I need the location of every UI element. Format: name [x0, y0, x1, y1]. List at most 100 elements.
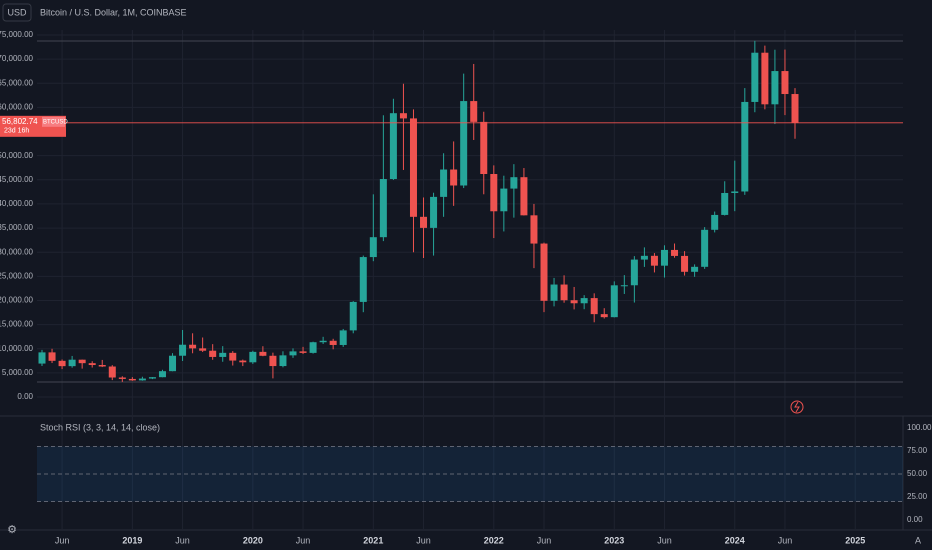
candle-body	[239, 360, 247, 363]
candle-body	[500, 188, 508, 212]
x-tick-label: 2021	[363, 535, 383, 545]
y-tick-label: 0.00	[17, 392, 33, 401]
candle-body	[349, 301, 357, 331]
x-tick-label: Jun	[416, 535, 431, 545]
candle-body	[570, 300, 578, 304]
candle-body	[791, 94, 799, 123]
y-tick-label: 70,000.00	[0, 54, 34, 63]
x-tick-label: Jun	[175, 535, 190, 545]
candle-body	[68, 359, 76, 367]
y-tick-label: 50.00	[907, 469, 928, 478]
alert-icon[interactable]	[790, 400, 804, 414]
candle-body	[299, 351, 307, 353]
candle-body	[158, 371, 166, 378]
currency-box[interactable]	[2, 3, 32, 22]
candle-body	[560, 284, 568, 301]
candle-body	[379, 179, 387, 238]
x-tick-label: Jun	[778, 535, 793, 545]
candle-body	[681, 255, 689, 272]
candle-body	[610, 285, 618, 318]
grid	[37, 30, 903, 529]
candle-body	[259, 351, 267, 356]
y-tick-label: 65,000.00	[0, 78, 34, 87]
candle-body	[470, 101, 478, 122]
candle-body	[38, 352, 46, 364]
x-tick-label: Jun	[657, 535, 672, 545]
candle-body	[650, 255, 658, 266]
y-tick-label: 75.00	[907, 446, 928, 455]
candle-body	[741, 101, 749, 192]
candle-body	[399, 113, 407, 119]
candle-body	[600, 314, 608, 318]
price-tag-value: 56,802.74	[2, 117, 38, 126]
y-tick-label: 10,000.00	[0, 344, 34, 353]
y-tick-label: 15,000.00	[0, 320, 34, 329]
candle-body	[580, 298, 588, 304]
candle-body	[440, 169, 448, 197]
y-tick-label: 45,000.00	[0, 175, 34, 184]
y-tick-label: 25.00	[907, 492, 928, 501]
candle-body	[128, 378, 136, 381]
auto-scale[interactable]: A	[915, 535, 921, 545]
candle-body	[450, 169, 458, 186]
y-tick-label: 20,000.00	[0, 296, 34, 305]
candle-body	[691, 266, 699, 272]
candle-body	[510, 177, 518, 189]
symbol-badge	[42, 116, 65, 127]
candle-body	[108, 366, 116, 378]
candle-body	[199, 348, 207, 351]
candle-body	[389, 113, 397, 180]
x-tick-label: 2025	[845, 535, 865, 545]
candle-body	[781, 71, 789, 95]
candle-body	[118, 377, 126, 379]
price-tag-countdown: 23d 16h	[4, 128, 29, 135]
y-tick-label: 40,000.00	[0, 199, 34, 208]
candle-body	[78, 359, 86, 364]
candle-body	[189, 344, 197, 349]
candle-body	[640, 255, 648, 260]
candle-body	[289, 351, 297, 356]
candle-body	[319, 340, 327, 343]
candle-body	[339, 330, 347, 345]
stoch-title: Stoch RSI (3, 3, 14, 14, close)	[40, 422, 160, 432]
candle-body	[620, 285, 628, 287]
candle-body	[721, 192, 729, 215]
candle-body	[58, 360, 66, 367]
candle-body	[550, 284, 558, 301]
candle-body	[369, 237, 377, 258]
candle-body	[309, 342, 317, 353]
candle-body	[520, 177, 528, 216]
candle-body	[761, 52, 769, 105]
y-tick-label: 60,000.00	[0, 103, 34, 112]
candle-body	[98, 365, 106, 367]
x-tick-label: Jun	[55, 535, 70, 545]
y-tick-label: 50,000.00	[0, 151, 34, 160]
candle-body	[660, 249, 668, 266]
candle-body	[359, 257, 367, 302]
candle-body	[148, 377, 156, 379]
candle-body	[540, 243, 548, 301]
candle-body	[671, 249, 679, 256]
currency: USD	[7, 7, 27, 17]
chart-title: Bitcoin / U.S. Dollar, 1M, COINBASE	[40, 7, 187, 17]
candle-body	[219, 352, 227, 357]
settings-icon[interactable]: ⚙	[7, 524, 17, 536]
y-tick-label: 25,000.00	[0, 271, 34, 280]
x-tick-label: 2022	[484, 535, 504, 545]
x-tick-label: 2023	[604, 535, 624, 545]
candle-body	[209, 350, 217, 357]
candle-body	[138, 378, 146, 381]
y-tick-label: 5,000.00	[2, 368, 34, 377]
y-tick-label: 30,000.00	[0, 247, 34, 256]
y-tick-label: 75,000.00	[0, 30, 34, 39]
candle-body	[279, 355, 287, 367]
candle-body	[88, 363, 96, 366]
candle-body	[179, 344, 187, 356]
y-tick-label: 0.00	[907, 515, 923, 524]
candle-body	[590, 298, 598, 315]
candle-body	[269, 355, 277, 367]
candle-body	[409, 118, 417, 217]
candle-body	[169, 355, 177, 372]
candle-body	[480, 121, 488, 175]
candle-body	[420, 216, 428, 228]
